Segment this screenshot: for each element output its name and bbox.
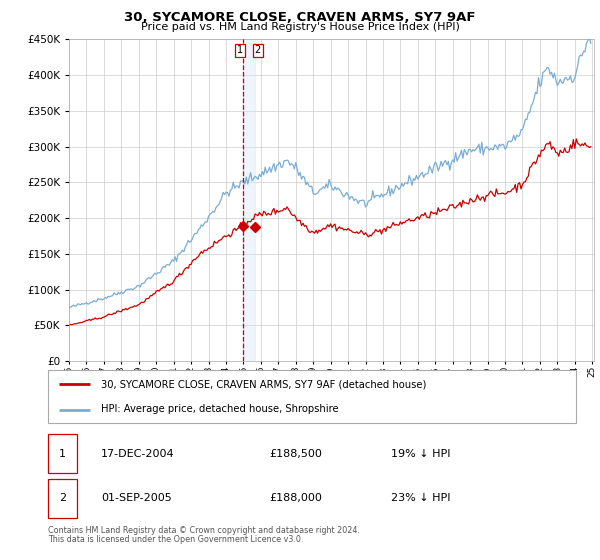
Text: £188,500: £188,500 bbox=[270, 449, 323, 459]
Text: 2: 2 bbox=[254, 45, 261, 55]
Text: 01-SEP-2005: 01-SEP-2005 bbox=[101, 493, 172, 503]
Text: 30, SYCAMORE CLOSE, CRAVEN ARMS, SY7 9AF (detached house): 30, SYCAMORE CLOSE, CRAVEN ARMS, SY7 9AF… bbox=[101, 380, 426, 390]
Bar bbox=[48, 434, 77, 473]
Text: Price paid vs. HM Land Registry's House Price Index (HPI): Price paid vs. HM Land Registry's House … bbox=[140, 22, 460, 32]
Bar bbox=[242, 39, 255, 361]
Text: £188,000: £188,000 bbox=[270, 493, 323, 503]
Text: 1: 1 bbox=[59, 449, 66, 459]
Bar bbox=[48, 479, 77, 518]
Text: 23% ↓ HPI: 23% ↓ HPI bbox=[391, 493, 451, 503]
Text: Contains HM Land Registry data © Crown copyright and database right 2024.: Contains HM Land Registry data © Crown c… bbox=[48, 526, 360, 535]
Text: This data is licensed under the Open Government Licence v3.0.: This data is licensed under the Open Gov… bbox=[48, 535, 304, 544]
Text: HPI: Average price, detached house, Shropshire: HPI: Average price, detached house, Shro… bbox=[101, 404, 338, 414]
Text: 2: 2 bbox=[59, 493, 66, 503]
Text: 17-DEC-2004: 17-DEC-2004 bbox=[101, 449, 175, 459]
Text: 19% ↓ HPI: 19% ↓ HPI bbox=[391, 449, 451, 459]
Text: 1: 1 bbox=[237, 45, 243, 55]
Text: 30, SYCAMORE CLOSE, CRAVEN ARMS, SY7 9AF: 30, SYCAMORE CLOSE, CRAVEN ARMS, SY7 9AF bbox=[124, 11, 476, 24]
